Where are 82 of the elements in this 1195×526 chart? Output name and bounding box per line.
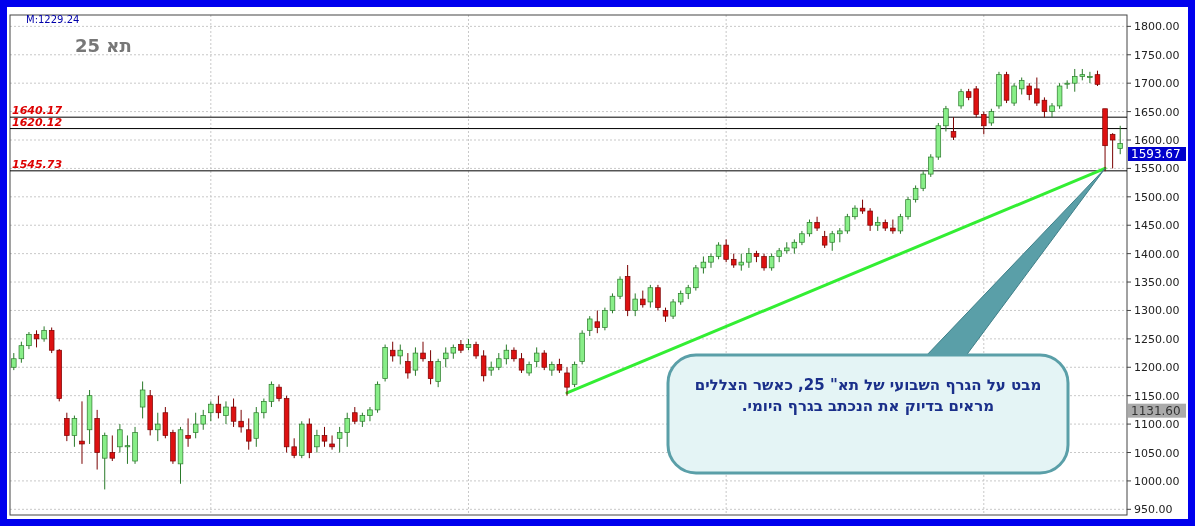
candlestick xyxy=(981,111,987,135)
candlestick xyxy=(897,213,904,235)
candlestick xyxy=(541,349,547,371)
candlestick xyxy=(139,380,146,419)
y-tick-label: 1600.00 xyxy=(1134,134,1180,147)
candlestick xyxy=(632,292,638,317)
candlestick xyxy=(1056,82,1063,110)
candlestick xyxy=(1011,82,1017,107)
candlestick xyxy=(420,341,426,363)
candlestick xyxy=(405,352,411,380)
ref-line-label: 1545.73 xyxy=(12,157,63,171)
candlestick xyxy=(647,284,654,309)
candlestick xyxy=(102,432,108,490)
candlestick xyxy=(905,196,911,221)
candlestick xyxy=(79,400,85,465)
candlestick xyxy=(458,339,464,354)
candlestick xyxy=(746,247,752,269)
y-tick-label: 1450.00 xyxy=(1134,219,1180,233)
candlestick xyxy=(723,238,729,263)
candlestick xyxy=(246,417,252,451)
candlestick xyxy=(829,230,835,252)
candlestick xyxy=(208,400,214,422)
y-tick-label: 1200.00 xyxy=(1134,361,1180,375)
candlestick xyxy=(890,219,896,235)
candlestick xyxy=(435,358,441,388)
candlestick xyxy=(571,361,578,388)
candlestick xyxy=(1049,102,1055,118)
ref-line-label: 1620.12 xyxy=(12,115,63,129)
y-tick-label: 1250.00 xyxy=(1134,332,1180,346)
candlestick xyxy=(533,346,540,368)
candlestick xyxy=(71,415,78,448)
y-tick-label: 1400.00 xyxy=(1134,247,1180,261)
candlestick xyxy=(518,352,525,374)
candlestick xyxy=(958,88,964,110)
text: 1131.60 xyxy=(1131,403,1181,418)
candlestick xyxy=(397,344,403,365)
candlestick xyxy=(412,346,419,377)
candlestick xyxy=(943,105,949,132)
candlestick xyxy=(1087,71,1093,84)
candlestick xyxy=(1117,125,1123,155)
y-tick-label: 1500.00 xyxy=(1134,190,1180,204)
annotation: M:1229.24 xyxy=(26,14,80,25)
candlestick xyxy=(1109,132,1116,169)
y-tick-label: 1700.00 xyxy=(1134,77,1180,91)
candlestick xyxy=(155,412,161,442)
y-tick-label: 1750.00 xyxy=(1134,48,1180,62)
candlestick xyxy=(329,434,335,451)
candlestick xyxy=(670,298,676,320)
candlestick xyxy=(185,417,191,448)
candlestick xyxy=(109,434,116,462)
candlestick xyxy=(814,216,820,232)
candlestick xyxy=(390,341,396,363)
y-tick-label: 1550.00 xyxy=(1134,162,1180,176)
text: 1593.67 xyxy=(1131,147,1181,161)
y-tick-label: 1050.00 xyxy=(1134,446,1180,460)
y-tick-label: 1150.00 xyxy=(1134,389,1180,403)
y-tick-label: 1000.00 xyxy=(1134,474,1180,488)
text: תא 25 xyxy=(75,35,132,56)
y-tick-label: 950.00 xyxy=(1134,503,1173,517)
candlestick xyxy=(564,366,570,397)
y-tick-label: 1100.00 xyxy=(1134,418,1180,432)
candlestick xyxy=(480,349,487,382)
candlestick xyxy=(427,349,434,385)
candlestick xyxy=(314,429,320,453)
annotation: מבט על הגרף השבועי של תא" 25, כאשר הצללים מראים בדיוק את הנכתב בגרף היומי. xyxy=(693,375,1043,417)
candlestick xyxy=(587,315,593,337)
y-tick-label: 1650.00 xyxy=(1134,105,1180,119)
candlestick xyxy=(64,412,70,442)
candlestick xyxy=(321,426,328,448)
candlestick xyxy=(655,284,661,311)
candlestick xyxy=(367,406,373,422)
candlestick xyxy=(223,400,229,425)
candlestick xyxy=(215,395,222,419)
candlestick xyxy=(950,116,957,141)
candlestick xyxy=(617,275,623,300)
candlestick xyxy=(594,309,601,334)
y-tick-label: 1300.00 xyxy=(1134,304,1180,318)
candlestick xyxy=(708,253,714,269)
y-tick-label: 1800.00 xyxy=(1134,20,1180,34)
candlestick xyxy=(162,406,169,439)
y-tick-label: 1350.00 xyxy=(1134,276,1180,290)
ref-line-label: 1640.17 xyxy=(12,104,63,118)
